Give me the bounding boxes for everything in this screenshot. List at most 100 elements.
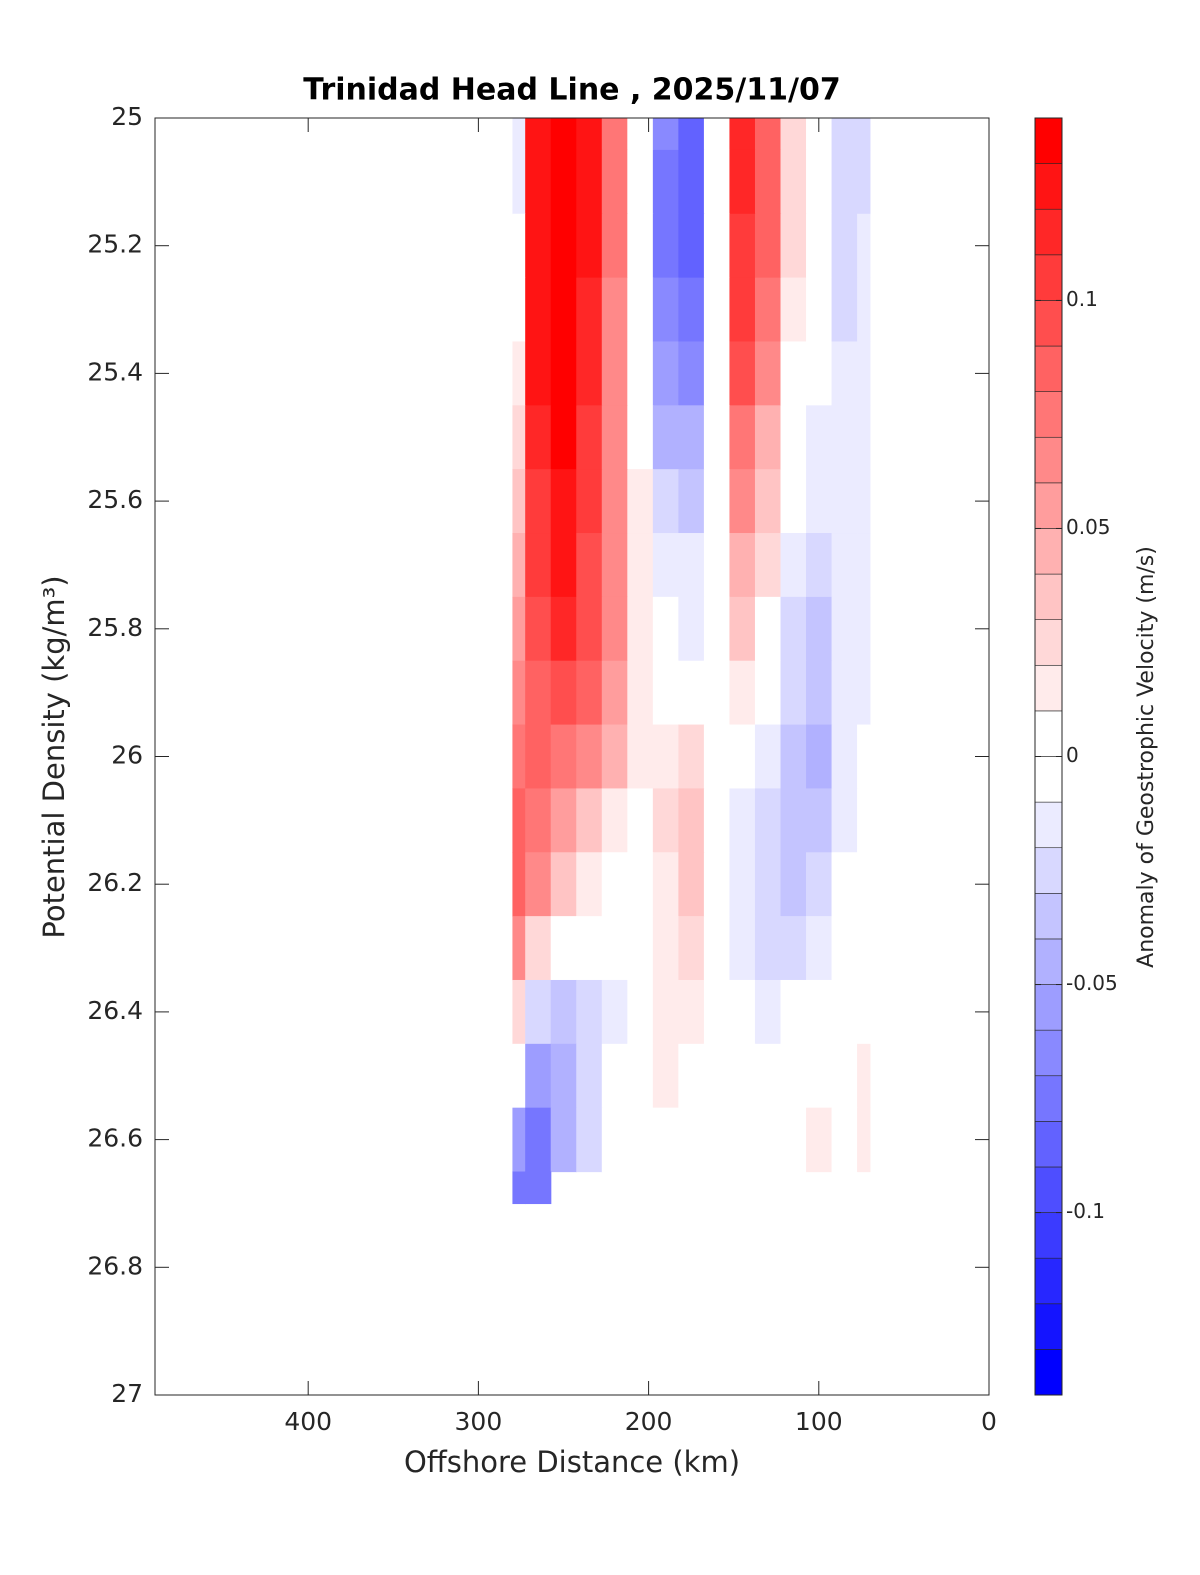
field-cell	[780, 724, 807, 790]
field-cell	[550, 341, 577, 406]
colorbar-tick-label: 0.05	[1066, 515, 1111, 539]
field-cell	[831, 469, 858, 534]
field-cell	[525, 1107, 552, 1173]
field-cell	[601, 979, 628, 1045]
colorbar-band	[1034, 1075, 1063, 1122]
field-cell	[550, 469, 577, 534]
field-cell	[729, 149, 756, 215]
colorbar-band	[1034, 619, 1063, 666]
x-axis-label: Offshore Distance (km)	[404, 1445, 740, 1479]
field-cell	[678, 1107, 705, 1173]
field-cell	[857, 469, 871, 534]
field-cell	[601, 852, 628, 917]
field-cell	[780, 213, 807, 279]
field-cell	[831, 724, 858, 790]
field-cell	[550, 979, 577, 1045]
field-cell	[576, 1107, 603, 1173]
field-cell	[780, 1107, 807, 1173]
colorbar-band	[1034, 801, 1063, 849]
field-cell	[754, 405, 782, 470]
field-cell	[754, 213, 782, 279]
field-cell	[512, 724, 526, 790]
field-cell	[678, 277, 705, 343]
field-cell	[652, 1043, 679, 1109]
field-cell	[512, 341, 526, 406]
field-cell	[525, 852, 552, 917]
field-cell	[857, 277, 871, 343]
field-cell	[601, 533, 628, 598]
field-cell	[601, 341, 628, 406]
field-cell	[831, 277, 858, 343]
field-cell	[703, 1107, 731, 1173]
field-cell	[857, 213, 871, 279]
y-tick-label: 25	[111, 102, 143, 131]
y-tick-label: 25.2	[87, 230, 143, 259]
field-cell	[754, 724, 782, 790]
y-tick-label: 26.6	[87, 1124, 143, 1153]
field-cell	[678, 341, 705, 406]
colorbar-tick-label: -0.1	[1066, 1199, 1105, 1223]
field-cell	[627, 341, 654, 406]
field-cell	[754, 788, 782, 853]
field-cell	[754, 660, 782, 726]
field-cell	[857, 405, 871, 470]
field-cell	[729, 724, 756, 790]
field-cell	[678, 788, 705, 853]
x-tick-label: 100	[795, 1407, 843, 1436]
field-cell	[512, 213, 526, 279]
field-cell	[703, 852, 731, 917]
field-cell	[754, 1107, 782, 1173]
field-cell	[652, 533, 679, 598]
field-cell	[703, 277, 731, 343]
field-cell	[831, 788, 858, 853]
field-cell	[806, 341, 833, 406]
colorbar-band	[1034, 756, 1063, 803]
field-cell	[678, 469, 705, 534]
colorbar-tick-label: 0.1	[1066, 287, 1098, 311]
field-cell	[678, 149, 705, 215]
field-cell	[754, 596, 782, 662]
field-cell	[806, 1043, 833, 1109]
field-cell	[703, 118, 731, 151]
field-cell	[550, 1107, 577, 1173]
field-cell	[525, 213, 552, 279]
field-cell	[652, 852, 679, 917]
field-cell	[525, 788, 552, 853]
colorbar-band	[1034, 528, 1063, 575]
field-cell	[703, 596, 731, 662]
colorbar-label: Anomaly of Geostrophic Velocity (m/s)	[1134, 546, 1159, 968]
field-cell	[806, 469, 833, 534]
field-cell	[652, 405, 679, 470]
field-cell	[703, 660, 731, 726]
field-cell	[754, 533, 782, 598]
field-cell	[550, 788, 577, 853]
field-cell	[729, 916, 756, 981]
field-cell	[627, 1107, 654, 1173]
field-cell	[627, 788, 654, 853]
field-cell	[678, 596, 705, 662]
field-cell	[550, 277, 577, 343]
colorbar-band	[1034, 1166, 1063, 1213]
field-cell	[550, 213, 577, 279]
field-cell	[780, 533, 807, 598]
field-cell	[754, 469, 782, 534]
field-cell	[729, 341, 756, 406]
x-tick-label: 200	[625, 1407, 673, 1436]
field-cell	[576, 852, 603, 917]
field-cell	[601, 660, 628, 726]
field-cell	[703, 149, 731, 215]
field-cell	[806, 852, 833, 917]
field-cell	[550, 596, 577, 662]
field-cell	[601, 149, 628, 215]
field-cell	[831, 1107, 858, 1173]
field-cell	[576, 277, 603, 343]
field-cell	[550, 660, 577, 726]
field-cell	[857, 852, 871, 917]
colorbar-band	[1034, 1349, 1063, 1396]
colorbar-band	[1034, 1257, 1063, 1305]
colorbar-band	[1034, 1303, 1063, 1350]
field-cell	[754, 118, 782, 151]
field-cell	[525, 533, 552, 598]
field-cell	[576, 118, 603, 151]
field-cell	[678, 1043, 705, 1109]
